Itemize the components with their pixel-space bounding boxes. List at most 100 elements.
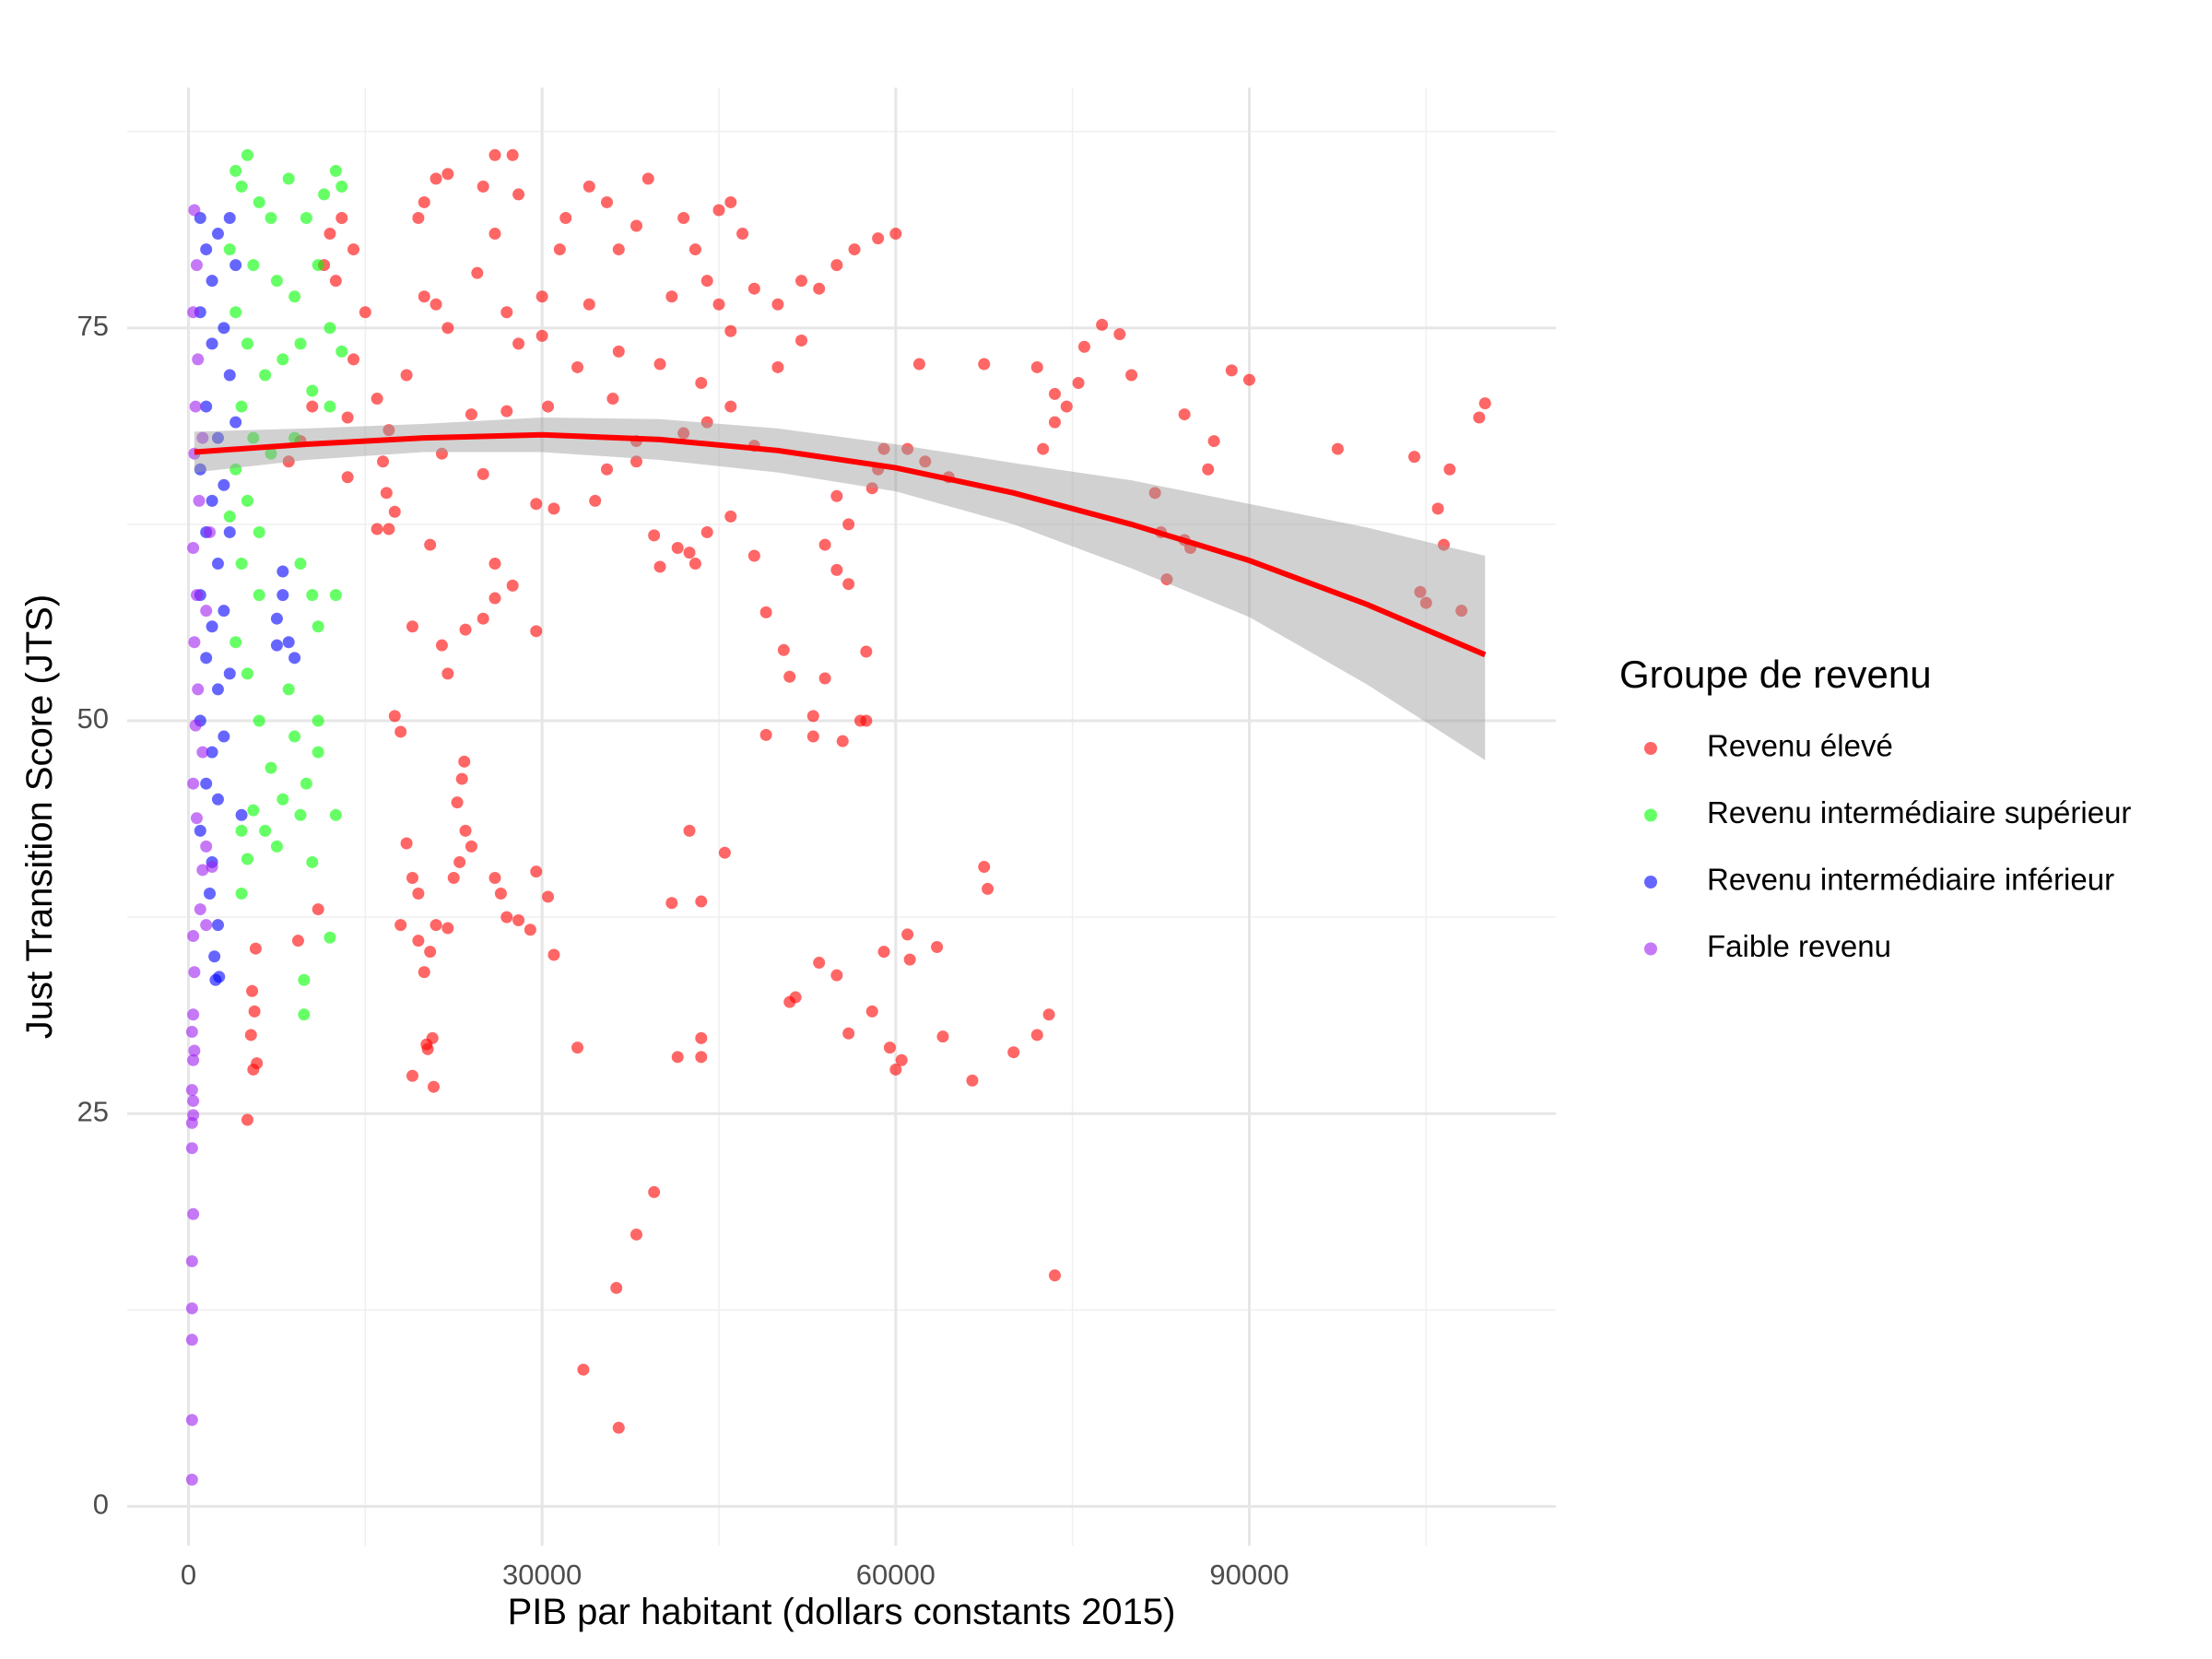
point [1438,538,1451,551]
point [612,1421,625,1434]
point [629,219,642,232]
point [218,478,230,491]
point [771,360,784,373]
series [241,148,1491,1434]
point [477,180,489,193]
y-axis-title: Just Transition Score (JTS) [19,594,60,1039]
point [235,808,248,821]
point [629,1228,642,1241]
point [276,589,289,602]
point [494,888,507,900]
point [347,353,360,366]
point [185,1026,198,1039]
point [683,824,696,837]
point [889,1063,902,1076]
point [246,984,259,997]
point [428,1080,441,1093]
point [530,625,543,638]
point [282,172,295,185]
point [406,620,418,633]
legend-key [1644,942,1657,956]
point [248,1005,261,1018]
point [441,667,454,680]
point [241,667,253,680]
x-tick-label: 0 [181,1559,196,1591]
point [388,710,401,723]
point [185,1302,198,1315]
point [648,1185,661,1198]
point [1331,442,1344,455]
point [736,228,749,241]
point [813,282,826,295]
point [589,494,602,507]
point [229,164,242,177]
point [901,928,914,941]
point [382,523,395,535]
point [1207,435,1220,448]
point [294,558,307,571]
point [324,931,336,944]
point [813,957,826,970]
point [724,324,737,337]
point [223,211,236,224]
point [329,589,342,602]
point [465,840,477,853]
point [194,463,206,476]
point [842,578,855,591]
point [865,1005,878,1018]
point [270,612,283,625]
point [783,670,796,683]
point [188,1044,201,1057]
point [806,710,819,723]
point [211,558,224,571]
point [371,393,383,406]
point [1242,373,1255,386]
point [282,455,295,468]
point [185,1414,198,1427]
point [253,525,265,538]
y-tick-label: 50 [77,702,109,735]
point [253,714,265,727]
point [648,529,661,542]
point [606,393,619,406]
legend-label: Revenu élevé [1707,729,1893,763]
point [818,538,831,551]
x-tick-label: 90000 [1209,1559,1288,1591]
point [418,966,430,979]
point [535,290,548,303]
point [1096,318,1109,331]
point [441,322,454,335]
point [601,195,614,208]
x-tick-label: 30000 [502,1559,582,1591]
point [190,589,203,602]
point [671,541,684,554]
point [335,345,348,358]
point [187,1207,200,1220]
point [400,837,413,850]
point [206,746,218,759]
point [677,427,690,440]
point [270,639,283,652]
point [270,840,283,853]
point [435,447,448,460]
point [412,935,425,947]
point [247,431,260,444]
point [270,275,283,288]
series [185,204,218,1486]
point [512,188,525,201]
point [206,620,218,633]
point [842,1027,855,1040]
point [300,777,312,790]
point [1037,442,1050,455]
point [429,298,442,311]
point [601,463,614,476]
point [524,924,536,936]
point [192,683,205,696]
point [253,195,265,208]
point [865,482,878,495]
point [1072,376,1085,389]
point [712,298,725,311]
point [185,1334,198,1347]
point [400,369,413,382]
point [421,1042,434,1055]
